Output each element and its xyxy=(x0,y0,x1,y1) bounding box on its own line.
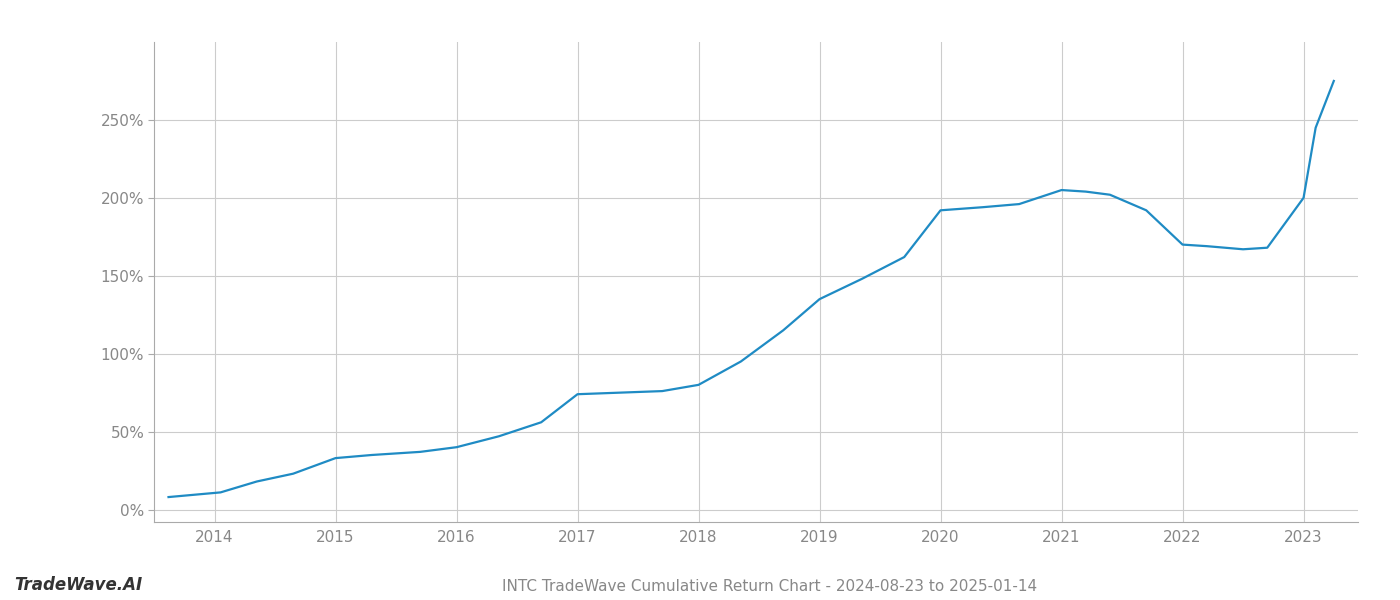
Text: INTC TradeWave Cumulative Return Chart - 2024-08-23 to 2025-01-14: INTC TradeWave Cumulative Return Chart -… xyxy=(503,579,1037,594)
Text: TradeWave.AI: TradeWave.AI xyxy=(14,576,143,594)
